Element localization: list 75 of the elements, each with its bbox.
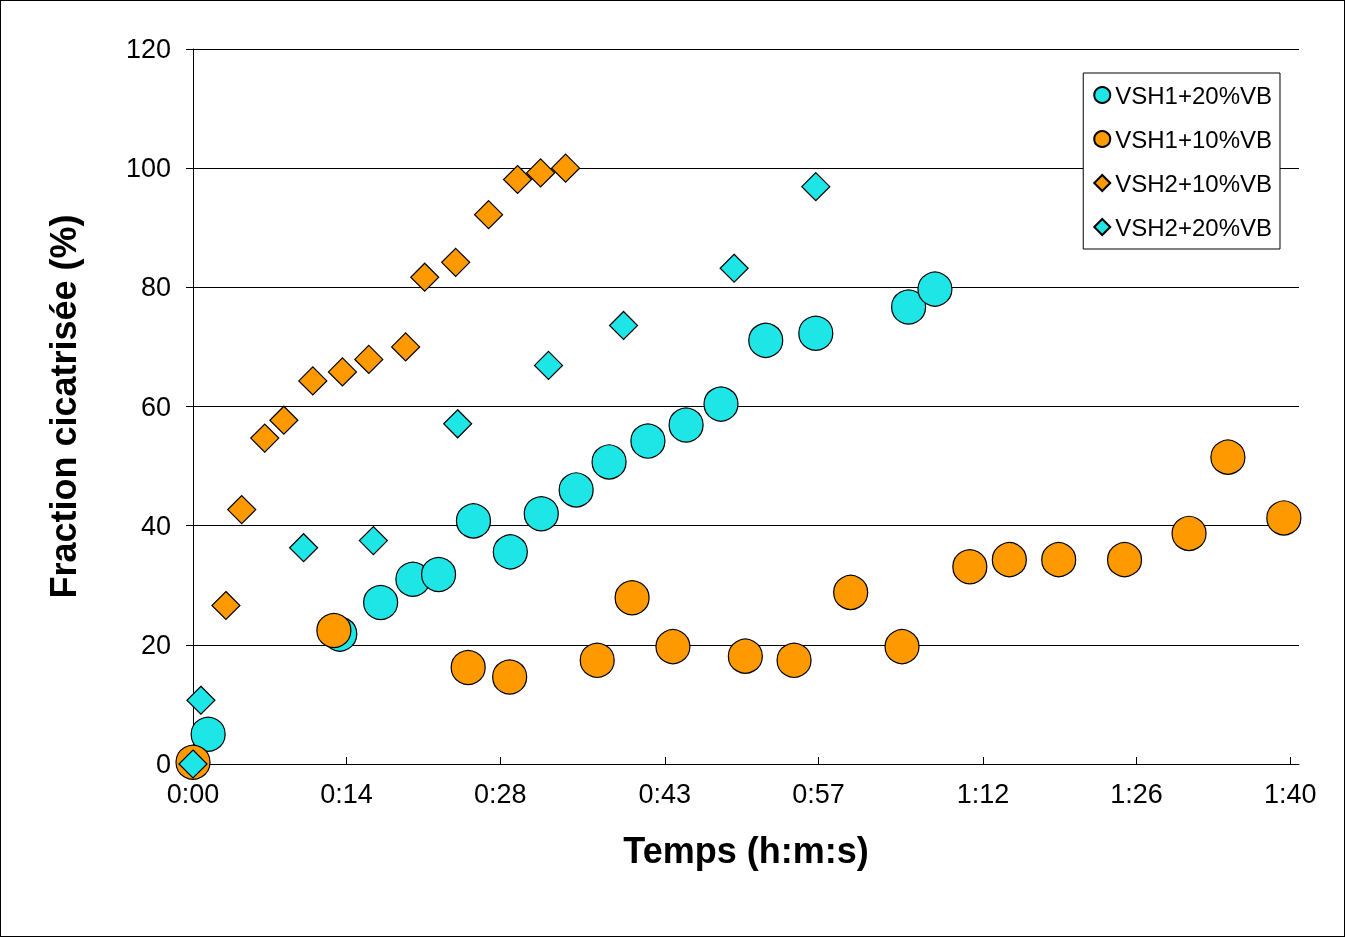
- point: [776, 642, 812, 678]
- point: [327, 357, 358, 387]
- point: [492, 534, 528, 570]
- y-tick-label: 40: [140, 510, 171, 541]
- point: [801, 172, 831, 202]
- y-tick-label: 100: [125, 153, 171, 184]
- point: [891, 289, 927, 325]
- point: [391, 332, 421, 362]
- x-tick-label: 0:43: [638, 778, 692, 809]
- point: [492, 659, 528, 695]
- point: [551, 153, 581, 183]
- point: [441, 247, 471, 277]
- point: [719, 253, 749, 283]
- point: [991, 542, 1027, 578]
- point: [630, 423, 666, 459]
- point: [186, 685, 216, 715]
- point: [579, 642, 615, 678]
- x-tick-label: 0:57: [792, 778, 845, 809]
- y-axis-title: Fraction cicatrisée (%): [42, 214, 84, 599]
- y-tick-label: 0: [155, 749, 171, 779]
- point: [358, 525, 388, 556]
- y-tick-label: 60: [140, 391, 171, 422]
- point: [558, 472, 594, 508]
- point: [1266, 500, 1302, 536]
- y-tick-label: 120: [125, 34, 171, 64]
- x-tick-label: 1:40: [1263, 778, 1317, 809]
- point: [316, 612, 352, 649]
- x-tick-label: 0:14: [320, 778, 373, 809]
- point: [1041, 542, 1077, 578]
- point: [420, 556, 457, 593]
- point: [354, 344, 384, 375]
- legend-label: VSH1+20%VB: [1115, 81, 1272, 109]
- point: [1171, 515, 1207, 551]
- point: [748, 322, 784, 358]
- point: [952, 549, 988, 585]
- x-tick-label: 0:28: [473, 778, 527, 809]
- point: [798, 315, 834, 351]
- point: [917, 271, 953, 307]
- point: [363, 584, 399, 621]
- point: [533, 350, 564, 380]
- x-tick-label: 1:12: [956, 778, 1010, 809]
- point: [526, 158, 556, 188]
- x-tick-label: 1:26: [1110, 778, 1163, 809]
- point: [211, 590, 241, 621]
- legend-label: VSH2+10%VB: [1115, 169, 1272, 197]
- point: [608, 310, 639, 341]
- point: [455, 503, 492, 539]
- point: [227, 494, 257, 525]
- point: [473, 200, 504, 230]
- point: [1210, 439, 1246, 475]
- point: [443, 409, 473, 439]
- point: [703, 386, 739, 422]
- point: [250, 423, 280, 453]
- point: [289, 533, 319, 563]
- point: [1106, 542, 1143, 578]
- point: [190, 716, 226, 752]
- legend-label: VSH1+10%VB: [1115, 125, 1272, 153]
- point: [884, 629, 920, 665]
- y-tick-label: 80: [140, 272, 171, 303]
- point: [523, 496, 559, 532]
- point: [614, 580, 650, 616]
- point: [269, 405, 299, 435]
- legend-label: VSH2+20%VB: [1115, 213, 1272, 241]
- point: [502, 164, 533, 195]
- point: [450, 649, 486, 686]
- point: [668, 407, 704, 443]
- point: [655, 629, 691, 665]
- x-tick-label: 0:00: [166, 778, 220, 809]
- point: [591, 444, 627, 480]
- point: [298, 366, 328, 396]
- point: [727, 638, 763, 674]
- x-axis-title: Temps (h:m:s): [623, 829, 869, 871]
- point: [410, 262, 440, 292]
- y-tick-label: 20: [140, 629, 171, 660]
- point: [833, 574, 869, 610]
